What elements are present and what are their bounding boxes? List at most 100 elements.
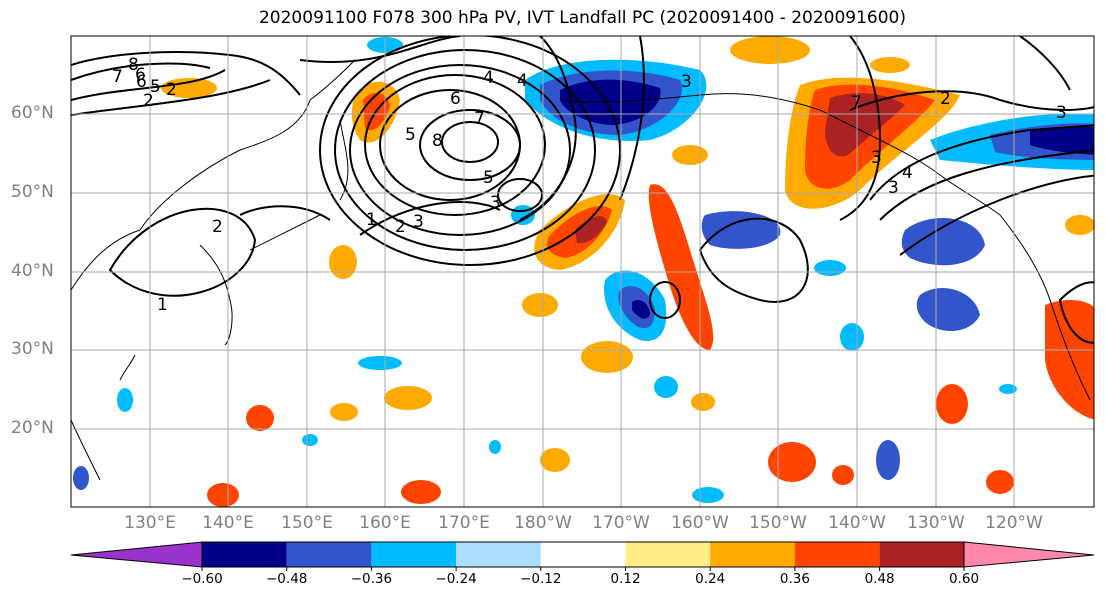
contour-label: 2 — [143, 91, 154, 111]
lon-label: 140°W — [828, 513, 886, 533]
contour-label: 3 — [1056, 103, 1067, 123]
pos-blob-1c — [575, 216, 607, 244]
neg-small-12 — [73, 466, 89, 490]
pos-small-18 — [730, 36, 810, 64]
contour-label: 6 — [136, 72, 147, 92]
contour-label-group: 8 7 6 5 2 4 6 7 8 5 3 1 2 3 3 5 2 7 3 3 … — [112, 55, 1067, 315]
pos-small-1 — [329, 245, 357, 279]
neg-small-4 — [654, 376, 678, 398]
plot-frame — [70, 35, 1095, 508]
lat-label: 60°N — [11, 103, 54, 123]
contour-label: 2 — [395, 217, 406, 237]
pos-small-19 — [1065, 215, 1094, 235]
neg-blob-3c — [632, 299, 650, 319]
lon-label: 170°W — [592, 513, 650, 533]
colorbar-extend-high — [963, 541, 1095, 568]
lon-label: 180°W — [514, 513, 572, 533]
colorbar-frame — [201, 541, 965, 568]
lon-label: 150°W — [749, 513, 807, 533]
pos-small-12 — [986, 470, 1014, 494]
colorbar — [70, 541, 1095, 571]
colorbar-tick-label: 0.48 — [864, 571, 895, 587]
neg-small-8 — [692, 487, 724, 503]
neg-small-11 — [489, 440, 501, 454]
pos-small-9 — [768, 442, 816, 482]
colorbar-tick-label: −0.12 — [520, 571, 562, 587]
lat-label: 50°N — [11, 182, 54, 202]
lon-label: 130°W — [907, 513, 965, 533]
colorbar-bin — [794, 542, 880, 567]
pos-small-11 — [936, 384, 968, 424]
lat-label: 40°N — [11, 261, 54, 281]
pos-small-13 — [522, 293, 558, 317]
contour-label: 2 — [940, 89, 951, 109]
lon-label: 160°W — [671, 513, 729, 533]
colorbar-tick-label: −0.24 — [435, 571, 477, 587]
colorbar-bin — [625, 542, 711, 567]
neg-blob-2c — [1030, 126, 1094, 155]
lon-label: 130°E — [124, 513, 176, 533]
neg-small-5 — [876, 440, 900, 480]
lon-label: 150°E — [281, 513, 333, 533]
neg-small-7 — [814, 260, 846, 276]
colorbar-bin — [286, 542, 372, 567]
colorbar-tick-label: 0.60 — [948, 571, 980, 587]
neg-small-10 — [302, 434, 318, 446]
contour-label: 3 — [490, 193, 501, 213]
lat-label: 20°N — [11, 418, 54, 438]
neg-small-3 — [358, 356, 402, 370]
colorbar-tick-label: 0.24 — [695, 571, 726, 587]
pos-small-7 — [401, 480, 441, 504]
colorbar-tick-label: 0.36 — [779, 571, 810, 587]
pos-streak — [648, 184, 714, 350]
colorbar-bin — [371, 542, 457, 567]
pos-small-17 — [870, 57, 910, 73]
contour-label: 4 — [483, 68, 494, 88]
colorbar-bin — [710, 542, 795, 567]
pos-small-2 — [581, 341, 633, 373]
chart-title: 2020091100 F078 300 hPa PV, IVT Landfall… — [258, 8, 906, 28]
contour-label: 6 — [450, 89, 461, 109]
neg-small-6 — [840, 323, 864, 351]
contour-label: 7 — [851, 93, 862, 113]
pv-contours — [71, 36, 1094, 344]
contour-label: 4 — [902, 163, 913, 183]
pos-small-16 — [161, 78, 217, 98]
contour-label: 2 — [212, 217, 223, 237]
lon-label: 140°E — [202, 513, 254, 533]
contour-label: 3 — [681, 72, 692, 92]
neg-small-9 — [117, 388, 133, 412]
colorbar-tick-label: −0.36 — [350, 571, 393, 587]
contour-label: 5 — [405, 125, 416, 145]
pos-small-15 — [672, 145, 708, 165]
neg-small-13 — [999, 384, 1017, 394]
contour-label: 6 — [135, 65, 146, 85]
neg-blob-5 — [901, 218, 985, 266]
pos-small-8 — [540, 448, 570, 472]
pos-small-5 — [246, 405, 274, 431]
colorbar-tick-label: 0.12 — [610, 571, 641, 587]
pos-small-10 — [832, 465, 854, 485]
neg-blob-6 — [916, 287, 980, 332]
contour-label: 3 — [413, 212, 424, 232]
contour-label: 4 — [517, 71, 528, 91]
contour-label: 7 — [112, 67, 123, 87]
pos-small-3 — [384, 386, 432, 410]
colorbar-extend-low — [70, 541, 203, 568]
neg-blob-4 — [701, 211, 781, 249]
contour-label: 3 — [888, 178, 899, 198]
contour-label: 1 — [366, 210, 377, 230]
contour-label: 5 — [483, 168, 494, 188]
colorbar-tick-label: −0.48 — [266, 571, 308, 587]
contour-label: 8 — [432, 131, 443, 151]
colorbar-bin — [879, 542, 964, 567]
pos-small-14 — [691, 393, 715, 411]
gridlines — [71, 36, 1094, 507]
lon-label: 170°E — [438, 513, 490, 533]
colorbar-bin — [540, 542, 626, 567]
contour-label: 2 — [166, 80, 177, 100]
contour-label: 5 — [150, 77, 161, 97]
pos-small-6 — [207, 483, 239, 507]
pos-small-4 — [330, 403, 358, 421]
